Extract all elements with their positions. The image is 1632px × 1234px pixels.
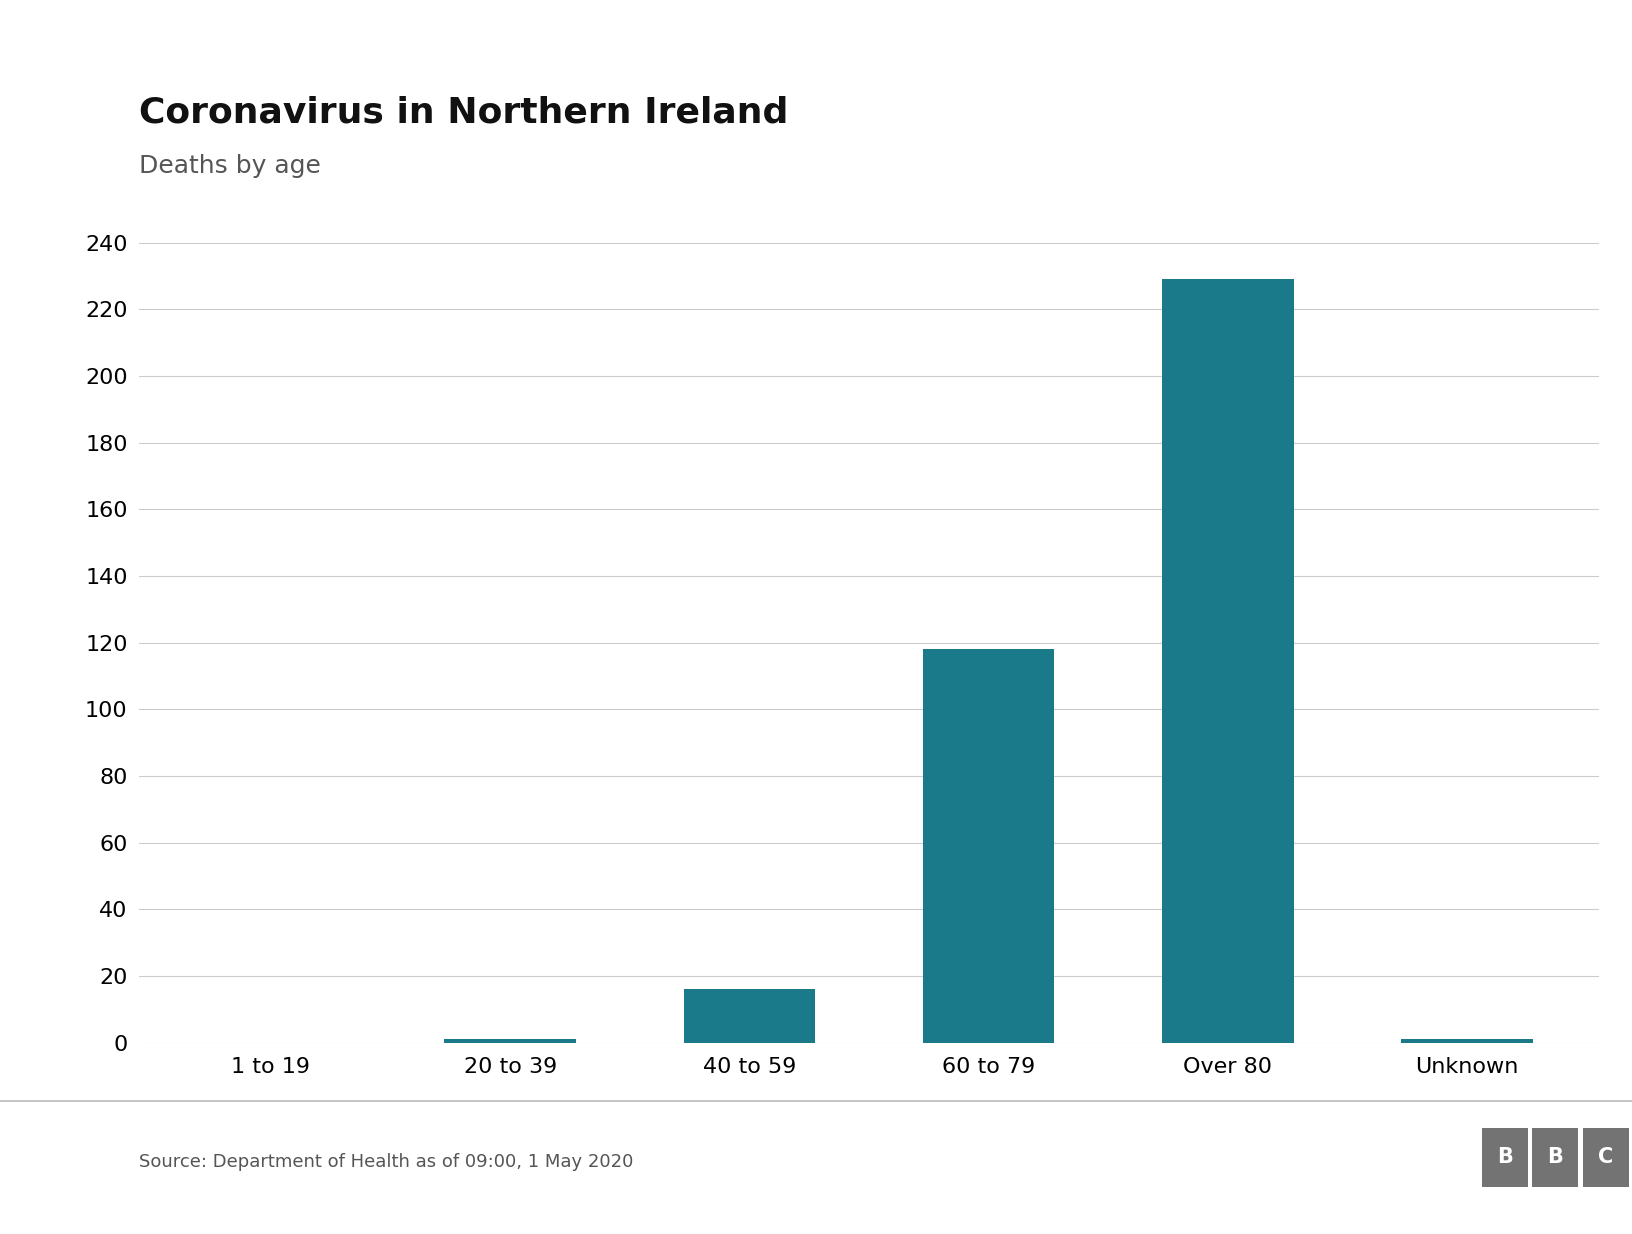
Text: Deaths by age: Deaths by age	[139, 154, 320, 178]
Bar	[684, 990, 816, 1043]
Bar	[922, 649, 1054, 1043]
Text: Coronavirus in Northern Ireland: Coronavirus in Northern Ireland	[139, 95, 788, 130]
Bar	[1162, 279, 1294, 1043]
Text: B: B	[1497, 1148, 1513, 1167]
Text: C: C	[1598, 1148, 1614, 1167]
Bar	[1402, 1039, 1532, 1043]
Text: B: B	[1547, 1148, 1563, 1167]
Text: Source: Department of Health as of 09:00, 1 May 2020: Source: Department of Health as of 09:00…	[139, 1154, 633, 1171]
Bar	[444, 1039, 576, 1043]
